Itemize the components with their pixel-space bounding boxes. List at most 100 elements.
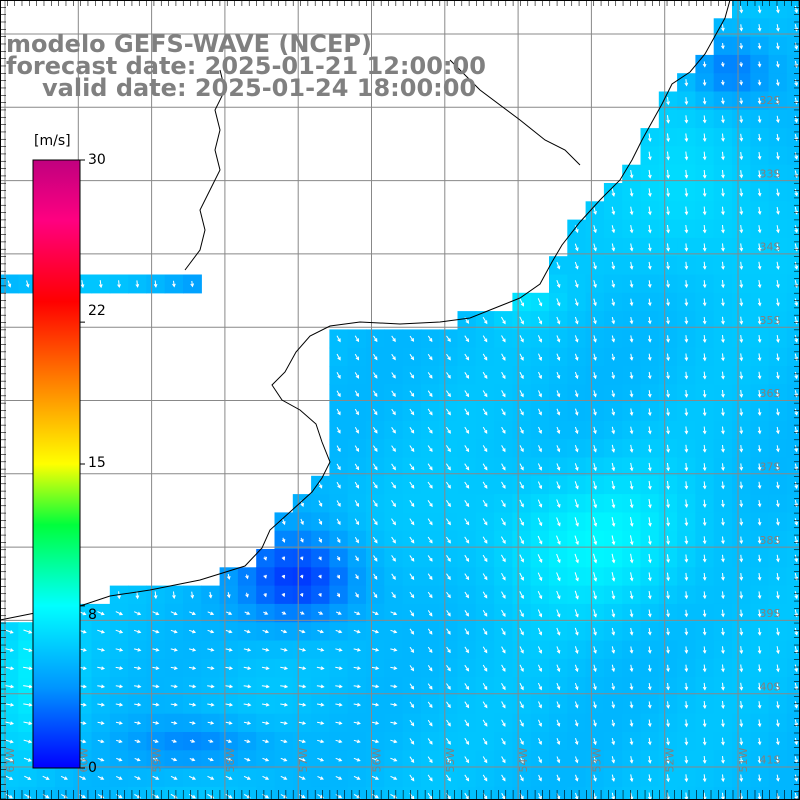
wind-cell: [530, 786, 550, 800]
wind-arrows: [5, 5, 799, 800]
wind-arrow: [317, 611, 324, 615]
wind-arrow: [629, 188, 634, 197]
wind-arrow: [684, 206, 689, 216]
wind-arrow: [629, 353, 634, 361]
wind-arrow: [464, 500, 470, 508]
wind-arrow: [556, 445, 561, 453]
wind-arrow: [391, 500, 396, 508]
wind-cell: [164, 786, 184, 800]
wind-arrow: [794, 536, 799, 545]
wind-arrow: [97, 721, 105, 725]
wind-arrow: [776, 682, 780, 691]
wind-arrow: [721, 408, 725, 417]
wind-arrow: [556, 646, 561, 654]
wind-arrow: [538, 390, 542, 398]
wind-arrow: [336, 555, 341, 562]
wind-arrow: [776, 719, 780, 728]
longitude-labels: 61W 60W 59W 58W 57W 56W 55W 54W 53W 52W 51W: [4, 747, 750, 772]
wind-arrow: [262, 739, 270, 744]
wind-arrow: [721, 389, 725, 398]
wind-arrow: [299, 556, 304, 561]
wind-arrow: [739, 756, 744, 764]
wind-arrow: [501, 792, 506, 800]
wind-arrow: [721, 426, 725, 435]
wind-arrow: [391, 445, 396, 452]
wind-arrow: [355, 574, 359, 580]
wind-arrow: [648, 133, 652, 143]
wind-arrow: [171, 721, 178, 725]
wind-arrow: [721, 170, 725, 179]
wind-cell: [622, 786, 642, 800]
wind-arrow: [409, 610, 415, 617]
wind-arrow: [519, 426, 524, 434]
wind-arrow: [739, 627, 744, 636]
wind-arrow: [298, 739, 307, 744]
wind-arrow: [482, 499, 488, 508]
wind-arrow: [390, 739, 398, 744]
latitude-label: 35S: [760, 314, 781, 327]
wind-arrow: [188, 702, 197, 707]
wind-arrow: [445, 408, 451, 416]
wind-arrow: [97, 684, 106, 689]
wind-arrow: [519, 627, 524, 636]
longitude-label: 60W: [77, 747, 90, 772]
wind-arrow: [390, 775, 398, 780]
wind-arrow: [776, 646, 780, 655]
wind-arrow: [500, 536, 506, 544]
wind-arrow: [153, 591, 158, 600]
wind-arrow: [225, 684, 234, 689]
wind-arrow: [702, 151, 707, 161]
wind-arrow: [629, 737, 634, 746]
wind-arrow: [354, 611, 361, 615]
wind-arrow: [574, 335, 579, 343]
wind-arrow: [556, 738, 561, 746]
wind-arrow: [702, 774, 707, 783]
wind-arrow: [629, 206, 634, 216]
wind-arrow: [482, 390, 488, 398]
wind-arrow: [134, 684, 142, 689]
wind-arrow: [538, 353, 542, 361]
wind-arrow: [335, 666, 343, 670]
wind-arrow: [702, 737, 707, 746]
wind-arrow: [390, 666, 398, 670]
wind-arrow: [97, 648, 106, 652]
wind-cell: [18, 786, 38, 800]
wind-arrow: [757, 24, 762, 32]
wind-arrow: [794, 737, 799, 746]
colorbar-tick-22: 22: [88, 303, 106, 319]
wind-arrow: [500, 554, 506, 563]
wind-arrow: [757, 646, 762, 655]
wind-arrow: [427, 481, 433, 489]
wind-arrow: [390, 684, 398, 689]
wind-arrow: [629, 517, 634, 527]
wind-arrow: [593, 590, 597, 600]
longitude-label: 59W: [151, 747, 164, 772]
wind-arrow: [538, 774, 542, 782]
wind-cell: [329, 786, 349, 800]
wind-arrow: [409, 628, 415, 635]
wind-arrow: [317, 739, 325, 744]
wind-arrow: [593, 280, 597, 289]
wind-arrow: [556, 390, 561, 398]
wind-arrow: [794, 774, 799, 782]
wind-arrow: [794, 42, 799, 50]
wind-arrow: [593, 353, 597, 361]
wind-arrow: [24, 775, 32, 780]
wind-arrow: [574, 371, 579, 380]
wind-arrow: [464, 372, 470, 379]
wind-arrow: [262, 793, 270, 799]
wind-arrow: [648, 535, 652, 546]
wind-arrow: [757, 97, 762, 105]
wind-cell: [786, 183, 800, 202]
wind-arrow: [647, 646, 652, 654]
wind-arrow: [684, 682, 689, 691]
wind-arrow: [702, 646, 707, 654]
wind-arrow: [776, 737, 780, 746]
wind-arrow: [794, 445, 799, 453]
wind-arrow: [5, 666, 15, 671]
wind-cell: [786, 494, 800, 513]
wind-arrow: [739, 133, 744, 142]
forecast-date: forecast date: 2025-01-21 12:00:00: [6, 52, 486, 80]
wind-arrow: [684, 280, 689, 289]
wind-arrow: [336, 574, 340, 579]
